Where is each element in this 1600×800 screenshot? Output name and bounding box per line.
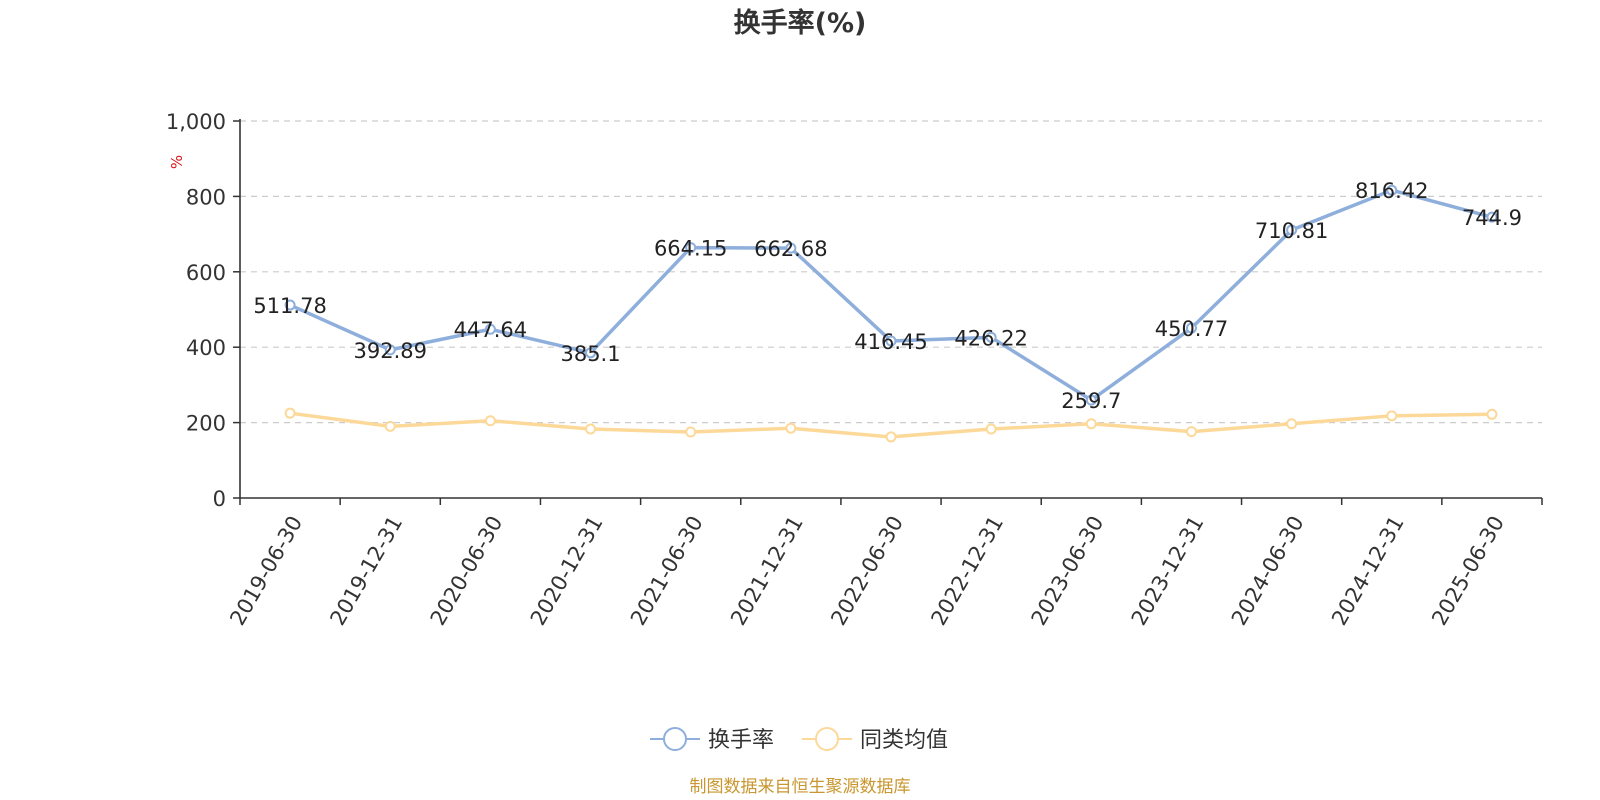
y-tick-label: 600 — [186, 261, 226, 285]
x-tick-label: 2022-12-31 — [926, 512, 1008, 630]
data-point[interactable] — [585, 347, 597, 359]
data-point[interactable] — [585, 423, 597, 435]
data-point[interactable] — [1386, 184, 1398, 196]
data-point[interactable] — [1286, 224, 1298, 236]
data-point[interactable] — [1486, 408, 1498, 420]
axes — [239, 119, 1542, 499]
legend-label: 换手率 — [708, 728, 774, 753]
data-label: 385.1 — [560, 342, 620, 366]
data-label: 447.64 — [454, 318, 527, 342]
data-label: 426.22 — [954, 326, 1027, 350]
data-label: 392.89 — [353, 339, 426, 363]
y-tick-label: 1,000 — [166, 110, 226, 134]
legend-item[interactable]: 同类均值 — [802, 727, 948, 753]
series-layer — [284, 184, 1498, 443]
x-tick-label: 2021-12-31 — [726, 512, 808, 630]
data-point[interactable] — [1085, 394, 1097, 406]
x-tick-label: 2024-12-31 — [1327, 512, 1409, 630]
y-tick-label: 0 — [213, 487, 226, 511]
data-point[interactable] — [1185, 322, 1197, 334]
data-point[interactable] — [284, 299, 296, 311]
x-tick-label: 2023-06-30 — [1027, 512, 1109, 630]
x-tick-label: 2021-06-30 — [626, 512, 708, 630]
chart-title: 换手率(%) — [734, 7, 867, 39]
data-point[interactable] — [1486, 211, 1498, 223]
data-point[interactable] — [785, 242, 797, 254]
data-label: 710.81 — [1255, 219, 1328, 243]
data-point[interactable] — [1286, 418, 1298, 430]
data-point[interactable] — [1085, 418, 1097, 430]
x-tick-label: 2023-12-31 — [1127, 512, 1209, 630]
x-tick-label: 2024-06-30 — [1227, 512, 1309, 630]
x-tick-label: 2019-06-30 — [225, 512, 307, 630]
legend-item[interactable]: 换手率 — [650, 727, 774, 753]
data-label: 416.45 — [854, 330, 927, 354]
data-point[interactable] — [1185, 426, 1197, 438]
x-axis-ticks: 2019-06-30 2019-12-31 2020-06-30 2020-12-31… — [225, 498, 1543, 630]
source-note: 制图数据来自恒生聚源数据库 — [690, 777, 911, 797]
data-label: 259.7 — [1061, 389, 1121, 413]
x-tick-label: 2020-06-30 — [426, 512, 508, 630]
data-label: 511.78 — [253, 294, 326, 318]
y-axis-unit: % — [168, 155, 186, 169]
data-point[interactable] — [885, 335, 897, 347]
data-point[interactable] — [985, 331, 997, 343]
data-point[interactable] — [685, 426, 697, 438]
legend-marker — [663, 727, 687, 751]
data-point[interactable] — [685, 242, 697, 254]
grid-lines — [240, 120, 1542, 424]
data-label: 662.68 — [754, 237, 827, 261]
data-point[interactable] — [384, 344, 396, 356]
data-point[interactable] — [1386, 410, 1398, 422]
data-point[interactable] — [985, 423, 997, 435]
data-label: 816.42 — [1355, 179, 1428, 203]
data-point[interactable] — [384, 420, 396, 432]
x-tick-label: 2022-06-30 — [826, 512, 908, 630]
data-label: 450.77 — [1155, 317, 1228, 341]
y-axis-ticks: 0 200 400 600 800 1,000 — [166, 110, 240, 511]
y-tick-label: 400 — [186, 336, 226, 360]
data-labels: 511.78 392.89 447.64 385.1 664.15 662.68 416.4… — [253, 179, 1522, 413]
x-tick-label: 2020-12-31 — [526, 512, 608, 630]
data-label: 744.9 — [1462, 206, 1522, 230]
legend[interactable]: 换手率 同类均值 — [650, 727, 948, 753]
legend-marker — [815, 727, 839, 751]
data-point[interactable] — [484, 323, 496, 335]
data-label: 664.15 — [654, 237, 727, 261]
y-tick-label: 200 — [186, 412, 226, 436]
data-point[interactable] — [785, 422, 797, 434]
x-tick-label: 2019-12-31 — [325, 512, 407, 630]
data-point[interactable] — [284, 407, 296, 419]
data-point[interactable] — [484, 415, 496, 427]
x-tick-label: 2025-06-30 — [1427, 512, 1509, 630]
y-tick-label: 800 — [186, 185, 226, 209]
legend-label: 同类均值 — [860, 728, 948, 753]
data-point[interactable] — [885, 431, 897, 443]
